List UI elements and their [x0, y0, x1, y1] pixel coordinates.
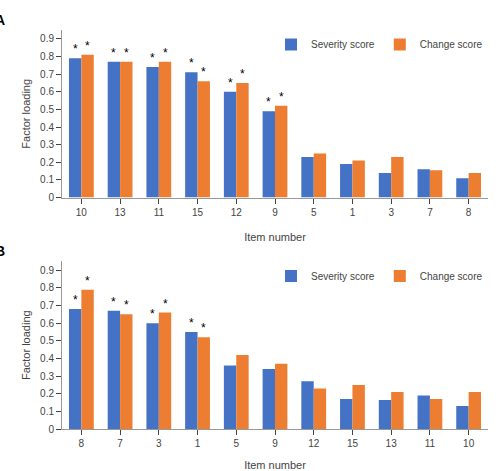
svg-text:0.7: 0.7	[40, 69, 54, 80]
svg-text:0.8: 0.8	[40, 51, 54, 62]
svg-text:3: 3	[388, 207, 394, 218]
svg-text:Item number: Item number	[244, 459, 306, 471]
svg-text:11: 11	[154, 207, 165, 218]
svg-text:Factor loading: Factor loading	[20, 79, 32, 149]
svg-text:1: 1	[350, 207, 356, 218]
svg-text:0: 0	[48, 424, 54, 435]
svg-text:8: 8	[79, 438, 85, 449]
svg-text:0.5: 0.5	[40, 104, 54, 115]
svg-text:*: *	[228, 76, 233, 90]
svg-text:*: *	[111, 46, 116, 60]
svg-text:12: 12	[231, 207, 243, 218]
svg-text:Severity score: Severity score	[311, 271, 375, 282]
svg-text:*: *	[279, 90, 284, 104]
svg-text:0.4: 0.4	[40, 122, 54, 133]
svg-text:7: 7	[117, 438, 123, 449]
svg-text:0.5: 0.5	[40, 335, 54, 346]
svg-text:A: A	[0, 12, 5, 28]
svg-text:*: *	[266, 95, 271, 109]
svg-text:*: *	[85, 39, 90, 53]
svg-text:10: 10	[76, 207, 88, 218]
svg-text:3: 3	[156, 438, 162, 449]
svg-text:0.4: 0.4	[40, 353, 54, 364]
svg-text:0.1: 0.1	[40, 406, 54, 417]
svg-text:8: 8	[466, 207, 472, 218]
svg-text:0.8: 0.8	[40, 282, 54, 293]
svg-text:*: *	[124, 46, 129, 60]
svg-text:*: *	[163, 46, 168, 60]
svg-text:9: 9	[272, 438, 278, 449]
svg-text:*: *	[189, 316, 194, 330]
svg-text:*: *	[163, 297, 168, 311]
svg-text:0.6: 0.6	[40, 86, 54, 97]
svg-text:9: 9	[272, 207, 278, 218]
svg-text:*: *	[124, 298, 129, 312]
svg-text:*: *	[150, 307, 155, 321]
svg-text:Factor loading: Factor loading	[20, 310, 32, 380]
svg-text:5: 5	[233, 438, 239, 449]
svg-text:13: 13	[386, 438, 398, 449]
svg-text:Severity score: Severity score	[311, 39, 375, 50]
svg-text:0.3: 0.3	[40, 371, 54, 382]
svg-text:0.7: 0.7	[40, 300, 54, 311]
svg-text:15: 15	[347, 438, 359, 449]
svg-text:15: 15	[192, 207, 204, 218]
svg-text:12: 12	[308, 438, 320, 449]
svg-text:0.3: 0.3	[40, 139, 54, 150]
svg-text:*: *	[73, 293, 78, 307]
svg-text:Item number: Item number	[244, 231, 306, 243]
svg-text:11: 11	[425, 438, 436, 449]
svg-text:0.9: 0.9	[40, 33, 54, 44]
svg-text:0.2: 0.2	[40, 157, 54, 168]
svg-text:*: *	[240, 67, 245, 81]
svg-text:*: *	[111, 295, 116, 309]
svg-text:*: *	[73, 42, 78, 56]
svg-text:1: 1	[195, 438, 201, 449]
svg-text:*: *	[201, 65, 206, 79]
svg-text:Change score: Change score	[420, 39, 483, 50]
svg-text:0.9: 0.9	[40, 265, 54, 276]
svg-text:B: B	[0, 243, 5, 259]
svg-text:0.1: 0.1	[40, 174, 54, 185]
svg-text:*: *	[189, 56, 194, 70]
svg-text:*: *	[85, 274, 90, 288]
svg-text:0: 0	[48, 192, 54, 203]
svg-text:0.2: 0.2	[40, 388, 54, 399]
svg-text:0.6: 0.6	[40, 318, 54, 329]
svg-text:5: 5	[311, 207, 317, 218]
svg-text:7: 7	[427, 207, 433, 218]
svg-text:10: 10	[463, 438, 475, 449]
svg-text:Change score: Change score	[420, 271, 483, 282]
svg-text:13: 13	[115, 207, 127, 218]
svg-text:*: *	[150, 51, 155, 65]
svg-text:*: *	[201, 321, 206, 335]
